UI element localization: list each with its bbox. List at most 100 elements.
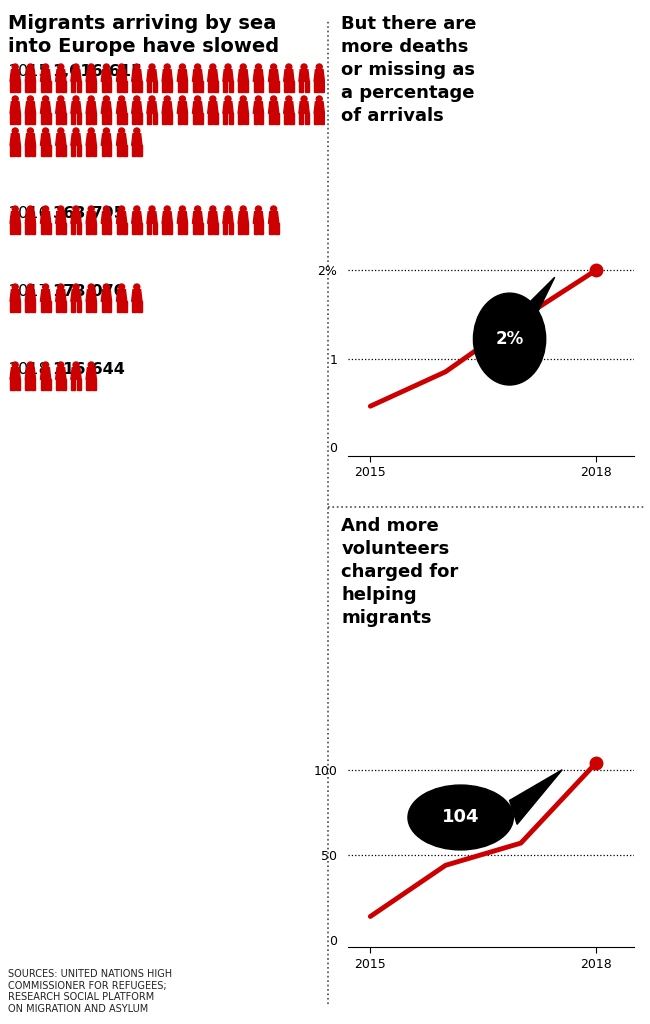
Polygon shape <box>31 223 35 234</box>
Polygon shape <box>101 223 106 234</box>
Polygon shape <box>116 212 127 223</box>
Polygon shape <box>132 70 142 81</box>
Circle shape <box>164 63 170 70</box>
Polygon shape <box>71 81 75 92</box>
Polygon shape <box>117 81 121 92</box>
Circle shape <box>179 96 185 101</box>
Polygon shape <box>177 101 188 114</box>
Polygon shape <box>207 212 218 223</box>
Polygon shape <box>254 70 264 81</box>
Polygon shape <box>192 101 203 114</box>
Polygon shape <box>162 101 172 114</box>
Circle shape <box>58 96 64 101</box>
Text: 2018: 2018 <box>8 362 49 377</box>
Circle shape <box>134 206 140 212</box>
Polygon shape <box>268 101 279 114</box>
Polygon shape <box>208 81 213 92</box>
Circle shape <box>73 63 79 70</box>
Polygon shape <box>238 212 248 223</box>
Polygon shape <box>77 301 81 312</box>
Polygon shape <box>41 81 45 92</box>
Polygon shape <box>314 101 324 114</box>
Polygon shape <box>268 81 273 92</box>
Polygon shape <box>86 81 90 92</box>
Polygon shape <box>25 114 30 124</box>
Polygon shape <box>116 290 127 301</box>
Polygon shape <box>289 81 294 92</box>
Polygon shape <box>86 368 96 379</box>
Polygon shape <box>147 101 157 114</box>
Circle shape <box>27 206 33 212</box>
Circle shape <box>118 128 125 134</box>
Polygon shape <box>238 70 248 81</box>
Polygon shape <box>177 70 188 81</box>
Circle shape <box>317 63 322 70</box>
Polygon shape <box>86 301 90 312</box>
Text: Migrants arriving by sea
into Europe have slowed: Migrants arriving by sea into Europe hav… <box>8 14 280 56</box>
Polygon shape <box>510 770 562 824</box>
Polygon shape <box>101 70 112 81</box>
Polygon shape <box>299 114 304 124</box>
Polygon shape <box>10 223 15 234</box>
Circle shape <box>12 96 18 101</box>
Polygon shape <box>305 81 309 92</box>
Circle shape <box>73 128 79 134</box>
Polygon shape <box>192 223 197 234</box>
Polygon shape <box>168 114 172 124</box>
Polygon shape <box>40 134 51 145</box>
Polygon shape <box>239 114 242 124</box>
Polygon shape <box>283 101 294 114</box>
Circle shape <box>286 63 292 70</box>
Circle shape <box>27 63 33 70</box>
Polygon shape <box>122 301 127 312</box>
Polygon shape <box>16 114 20 124</box>
Polygon shape <box>137 114 142 124</box>
Polygon shape <box>153 81 157 92</box>
Polygon shape <box>86 379 90 390</box>
Polygon shape <box>92 379 96 390</box>
Polygon shape <box>198 223 203 234</box>
Text: 2015: 2015 <box>8 63 49 79</box>
Polygon shape <box>107 81 111 92</box>
Polygon shape <box>207 70 218 81</box>
Circle shape <box>43 362 49 368</box>
Polygon shape <box>61 81 66 92</box>
Polygon shape <box>208 223 213 234</box>
Polygon shape <box>92 301 96 312</box>
Circle shape <box>286 96 292 101</box>
Polygon shape <box>41 223 45 234</box>
Circle shape <box>225 206 231 212</box>
Polygon shape <box>244 81 248 92</box>
Polygon shape <box>274 223 279 234</box>
Polygon shape <box>71 101 81 114</box>
Polygon shape <box>101 290 112 301</box>
Circle shape <box>118 96 125 101</box>
Circle shape <box>88 128 94 134</box>
Circle shape <box>58 206 64 212</box>
Circle shape <box>12 128 18 134</box>
Polygon shape <box>284 81 289 92</box>
Polygon shape <box>192 70 203 81</box>
Polygon shape <box>41 145 45 156</box>
Polygon shape <box>40 70 51 81</box>
Polygon shape <box>223 101 233 114</box>
Polygon shape <box>177 114 182 124</box>
Polygon shape <box>25 101 36 114</box>
Polygon shape <box>71 301 75 312</box>
Circle shape <box>179 63 185 70</box>
Polygon shape <box>61 223 66 234</box>
Circle shape <box>225 96 231 101</box>
Polygon shape <box>77 145 81 156</box>
Circle shape <box>43 284 49 290</box>
Polygon shape <box>10 290 20 301</box>
Polygon shape <box>283 70 294 81</box>
Polygon shape <box>56 379 60 390</box>
Polygon shape <box>116 134 127 145</box>
Polygon shape <box>10 134 20 145</box>
Polygon shape <box>183 223 187 234</box>
Polygon shape <box>315 81 318 92</box>
Polygon shape <box>46 301 51 312</box>
Polygon shape <box>239 81 242 92</box>
Circle shape <box>88 63 94 70</box>
Polygon shape <box>268 223 273 234</box>
